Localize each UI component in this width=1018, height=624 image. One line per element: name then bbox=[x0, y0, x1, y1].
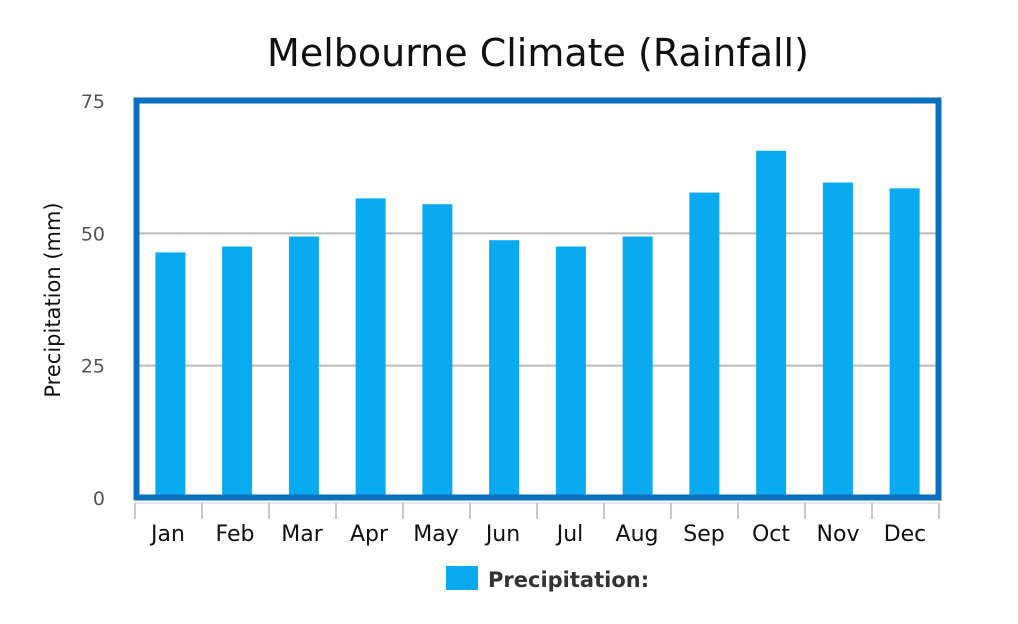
chart-title: Melbourne Climate (Rainfall) bbox=[267, 31, 809, 75]
bars bbox=[155, 150, 920, 499]
bar-oct[interactable] bbox=[756, 150, 787, 499]
x-tick-label: Sep bbox=[683, 522, 724, 547]
x-tick-label: Apr bbox=[350, 522, 389, 547]
bar-mar[interactable] bbox=[288, 236, 319, 498]
y-axis-ticks: 0 25 50 75 bbox=[81, 91, 105, 510]
x-tick-label: Aug bbox=[616, 522, 659, 547]
y-tick-label: 75 bbox=[81, 91, 105, 113]
y-tick-label: 50 bbox=[81, 223, 105, 245]
x-tick-label: Jun bbox=[484, 522, 520, 547]
x-tick-label: May bbox=[413, 522, 458, 547]
x-tick-label: Mar bbox=[281, 522, 323, 547]
bar-jan[interactable] bbox=[155, 252, 186, 498]
x-tick-label: Oct bbox=[752, 522, 790, 547]
y-tick-label: 25 bbox=[81, 356, 105, 378]
gridlines bbox=[137, 232, 938, 367]
legend-swatch bbox=[446, 566, 478, 590]
x-tick-label: Nov bbox=[817, 522, 860, 547]
plot-frame bbox=[133, 97, 942, 501]
bar-dec[interactable] bbox=[889, 188, 920, 498]
bar-jun[interactable] bbox=[489, 240, 520, 498]
legend-label: Precipitation: bbox=[488, 568, 649, 592]
bar-jul[interactable] bbox=[555, 246, 586, 498]
y-axis-label: Precipitation (mm) bbox=[41, 202, 65, 397]
bar-apr[interactable] bbox=[355, 198, 386, 498]
y-tick-label: 0 bbox=[93, 488, 105, 510]
bar-feb[interactable] bbox=[222, 246, 253, 498]
x-tick-label: Feb bbox=[216, 522, 255, 547]
x-tick-label: Jan bbox=[149, 522, 185, 547]
x-axis: Jan Feb Mar Apr May Jun Jul Aug Sep Oct Nov Dec bbox=[134, 502, 940, 547]
legend[interactable]: Precipitation: bbox=[446, 566, 649, 592]
bar-aug[interactable] bbox=[622, 236, 653, 498]
x-tick-label: Dec bbox=[884, 522, 927, 547]
x-tick-label: Jul bbox=[555, 522, 584, 547]
bar-sep[interactable] bbox=[689, 192, 720, 499]
bar-nov[interactable] bbox=[822, 182, 853, 498]
bar-may[interactable] bbox=[422, 204, 453, 498]
